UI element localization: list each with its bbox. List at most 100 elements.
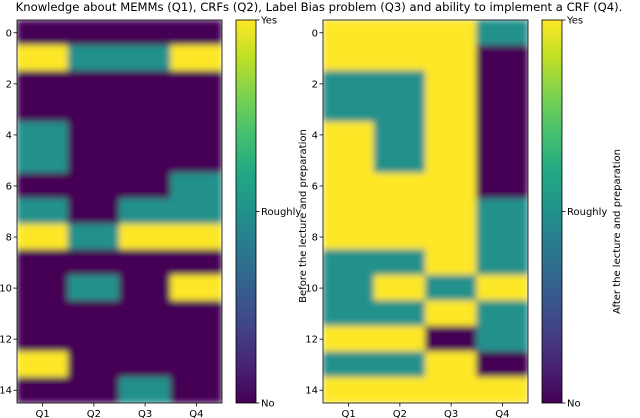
y-tick-label: 10: [0, 284, 12, 295]
heatmap-cell: [323, 223, 375, 251]
heatmap-cell: [170, 351, 222, 378]
heatmap-cell: [373, 300, 426, 327]
heatmap-cell: [425, 96, 478, 123]
heatmap-cell: [323, 274, 375, 302]
y-tick-label: 14: [305, 386, 318, 397]
heatmap-cell: [67, 121, 120, 149]
heatmap-cell: [476, 45, 528, 72]
heatmap-cell: [67, 147, 120, 174]
heatmap-cell: [373, 376, 426, 403]
heatmap-cell: [119, 70, 172, 98]
heatmap-cell: [323, 121, 375, 149]
y-tick-label: 10: [305, 284, 318, 295]
heatmap-cell: [373, 45, 426, 72]
x-tick-label: Q4: [495, 409, 509, 418]
heatmap-cell: [425, 20, 478, 47]
heatmap-panel-1: 0 2 4 6 8 10 12 14 Q1 Q2 Q3 Q4 No Roughly Yes Before th…: [0, 16, 309, 418]
x-tick-label: Q2: [393, 409, 407, 418]
heatmap-cell: [170, 147, 222, 174]
heatmap-cell: [67, 223, 120, 251]
heatmap-cell: [476, 300, 528, 327]
heatmap-cell: [17, 249, 69, 276]
heatmap-cell: [119, 351, 172, 378]
heatmap-cell: [170, 249, 222, 276]
heatmap-cell: [373, 121, 426, 149]
y-tick-label: 2: [312, 79, 318, 90]
heatmap-cell: [476, 351, 528, 378]
heatmap-cell: [425, 300, 478, 327]
y-tick-label: 4: [312, 130, 318, 141]
x-tick-label: Q1: [342, 409, 356, 418]
heatmap-cell: [67, 45, 120, 72]
heatmap-cell: [170, 172, 222, 200]
heatmap-cell: [476, 198, 528, 225]
heatmap-cell: [119, 172, 172, 200]
heatmap-cell: [67, 351, 120, 378]
colorbar-tick-label: Yes: [566, 16, 583, 27]
heatmap-cell: [323, 96, 375, 123]
heatmap-cell: [170, 223, 222, 251]
heatmap-panel-2: 0 2 4 6 8 10 12 14 Q1 Q2 Q3 Q4 No Roughly Yes After the…: [305, 16, 623, 418]
y-tick-label: 0: [312, 28, 318, 39]
heatmap-cell: [67, 376, 120, 403]
y-tick-label: 8: [6, 233, 12, 244]
heatmap-cell: [425, 70, 478, 98]
heatmap-cell: [323, 376, 375, 403]
heatmap-cell: [476, 147, 528, 174]
heatmap-cell: [17, 300, 69, 327]
heatmap-cell: [373, 351, 426, 378]
heatmap-cell: [119, 223, 172, 251]
heatmap-cell: [425, 121, 478, 149]
heatmap-cell: [17, 376, 69, 403]
y-tick-label: 8: [312, 233, 318, 244]
colorbar-tick-label: Roughly: [567, 207, 607, 218]
heatmap-cell: [119, 376, 172, 403]
heatmap-cell: [67, 70, 120, 98]
heatmap-cell: [17, 223, 69, 251]
heatmap-cell: [17, 147, 69, 174]
colorbar-tick-label: No: [567, 399, 581, 410]
heatmap-cell: [476, 70, 528, 98]
heatmap-cells-smoothed: [323, 20, 528, 403]
heatmap-cell: [170, 45, 222, 72]
y-tick-label: 0: [6, 28, 12, 39]
heatmap-cell: [323, 45, 375, 72]
heatmap-cell: [170, 96, 222, 123]
colorbar-fill: [236, 20, 256, 403]
y-tick-label: 4: [6, 130, 12, 141]
heatmap-cell: [476, 376, 528, 403]
heatmap-cell: [323, 325, 375, 353]
heatmap-cell: [425, 325, 478, 353]
heatmap-cell: [476, 249, 528, 276]
heatmap-cell: [476, 96, 528, 123]
heatmap-cell: [170, 274, 222, 302]
heatmap-cell: [373, 223, 426, 251]
heatmap-cell: [323, 147, 375, 174]
heatmap-cell: [425, 45, 478, 72]
heatmap-cell: [323, 198, 375, 225]
heatmap-cell: [67, 96, 120, 123]
heatmap-cells: [323, 20, 528, 403]
heatmap-cell: [425, 249, 478, 276]
heatmap-cell: [373, 96, 426, 123]
heatmap-cell: [373, 172, 426, 200]
heatmap-cells-smoothed: [17, 20, 222, 403]
heatmap-cell: [476, 172, 528, 200]
heatmap-cell: [323, 300, 375, 327]
heatmap-cell: [373, 249, 426, 276]
heatmap-cell: [119, 20, 172, 47]
heatmap-cell: [17, 70, 69, 98]
heatmap-cell: [425, 172, 478, 200]
heatmap-cell: [373, 325, 426, 353]
heatmap-cell: [119, 300, 172, 327]
heatmap-cell: [170, 70, 222, 98]
x-tick-label: Q3: [138, 409, 152, 418]
heatmap-cell: [17, 325, 69, 353]
x-tick-label: Q4: [189, 409, 203, 418]
heatmap-cell: [323, 249, 375, 276]
heatmap-cell: [425, 198, 478, 225]
y-tick-label: 12: [0, 335, 12, 346]
heatmap-cell: [17, 274, 69, 302]
figure-title: Knowledge about MEMMs (Q1), CRFs (Q2), L…: [16, 0, 623, 14]
